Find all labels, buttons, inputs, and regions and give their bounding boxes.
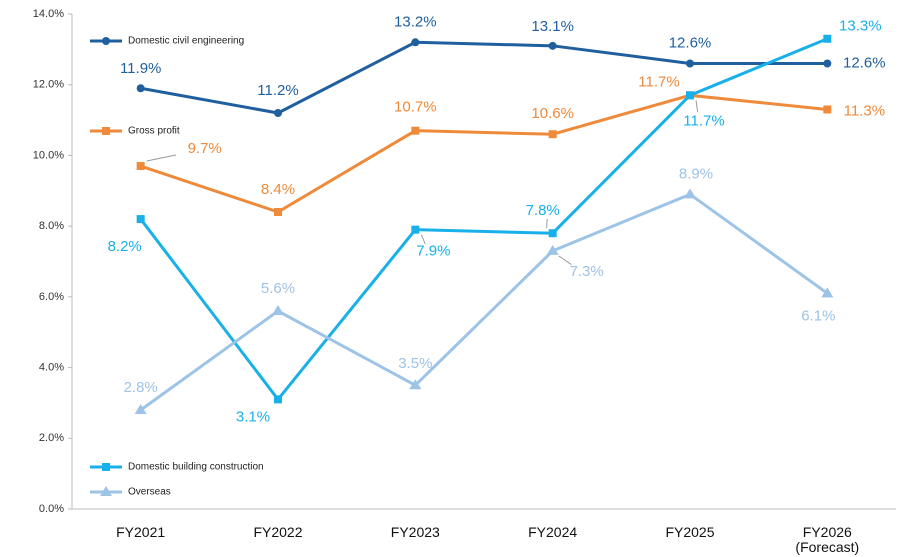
- value-label: 7.8%: [526, 202, 560, 219]
- value-label: 8.2%: [108, 238, 142, 255]
- value-label: 10.6%: [531, 105, 574, 122]
- marker: [409, 379, 422, 390]
- leader-line: [146, 154, 176, 162]
- legend-label: Domestic civil engineering: [128, 36, 244, 47]
- value-label: 8.9%: [679, 165, 713, 182]
- marker: [136, 84, 145, 93]
- legend-marker: [102, 127, 110, 135]
- value-label: 8.4%: [261, 181, 295, 198]
- value-label: 11.2%: [257, 82, 298, 99]
- value-label: 7.3%: [570, 263, 604, 280]
- value-label: 3.5%: [398, 355, 432, 372]
- marker: [274, 395, 282, 404]
- x-tick-label: FY2023: [390, 524, 440, 540]
- leader-line: [558, 255, 572, 265]
- leader-line: [695, 100, 699, 113]
- marker: [411, 38, 420, 47]
- legend-label: Overseas: [128, 487, 171, 498]
- y-tick-label: 14.0%: [33, 8, 64, 20]
- marker: [823, 59, 832, 68]
- legend-label: Domestic building construction: [128, 462, 264, 473]
- value-label: 11.9%: [120, 60, 161, 77]
- x-tick-label: FY2026 (Forecast): [795, 524, 860, 555]
- x-tick-label: FY2022: [253, 524, 303, 540]
- series-line: [140, 40, 828, 115]
- value-label: 6.1%: [801, 307, 835, 324]
- y-tick-label: 4.0%: [39, 361, 64, 373]
- value-label: 13.3%: [839, 18, 882, 35]
- marker: [134, 404, 147, 414]
- value-label: 10.7%: [394, 99, 437, 116]
- value-label: 2.8%: [124, 379, 158, 396]
- series-line: [139, 192, 829, 412]
- marker: [274, 109, 282, 117]
- marker: [136, 162, 145, 171]
- marker: [686, 91, 694, 100]
- x-tick-label: FY2024: [528, 524, 578, 540]
- legend-marker: [102, 37, 110, 45]
- series-line: [140, 93, 828, 214]
- leader-line: [420, 234, 426, 245]
- leader-line: [546, 218, 548, 229]
- value-label: 13.1%: [531, 18, 574, 35]
- value-label: 13.2%: [394, 13, 437, 30]
- marker: [686, 59, 694, 68]
- y-tick-label: 8.0%: [39, 220, 64, 232]
- marker: [411, 126, 420, 135]
- legend-label: Gross profit: [128, 126, 180, 137]
- marker: [548, 130, 557, 139]
- marker: [546, 244, 559, 255]
- y-tick-label: 10.0%: [33, 149, 64, 161]
- y-tick-label: 0.0%: [39, 503, 64, 515]
- value-label: 11.3%: [844, 102, 885, 119]
- value-label: 11.7%: [638, 73, 679, 90]
- marker: [548, 229, 557, 238]
- marker: [136, 215, 145, 224]
- series-line: [139, 37, 828, 402]
- y-tick-label: 2.0%: [39, 432, 64, 444]
- marker: [823, 34, 832, 43]
- value-label: 11.7%: [683, 112, 724, 129]
- marker: [821, 287, 834, 298]
- value-label: 9.7%: [188, 140, 222, 157]
- marker: [684, 188, 696, 199]
- legend-marker: [102, 463, 110, 471]
- marker: [823, 105, 832, 114]
- value-label: 3.1%: [236, 408, 270, 425]
- legend-marker: [100, 486, 112, 496]
- x-tick-label: FY2025: [665, 524, 715, 540]
- marker: [274, 208, 282, 216]
- value-label: 12.6%: [669, 34, 712, 51]
- y-tick-label: 12.0%: [33, 79, 64, 91]
- marker: [548, 41, 557, 50]
- value-label: 7.9%: [416, 243, 450, 260]
- x-tick-label: FY2021: [116, 524, 166, 540]
- y-tick-label: 6.0%: [39, 291, 64, 303]
- value-label: 12.6%: [843, 54, 886, 71]
- marker: [411, 225, 420, 234]
- marker: [272, 305, 284, 315]
- value-label: 5.6%: [261, 280, 295, 297]
